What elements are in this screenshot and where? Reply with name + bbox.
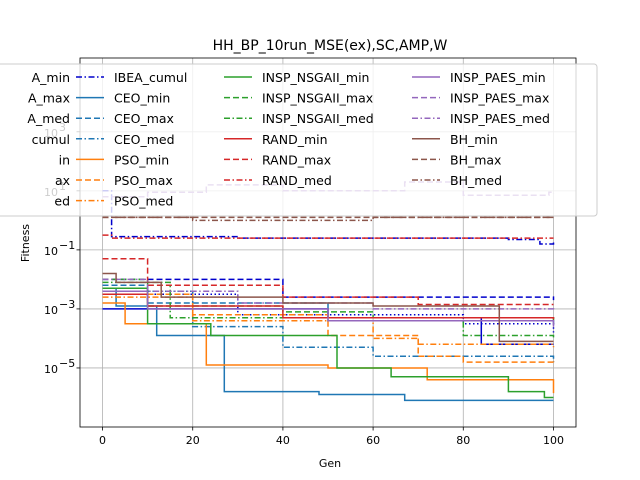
x-axis-label: Gen (319, 457, 341, 470)
legend-label: PSO_max (114, 173, 173, 188)
legend-label: INSP_PAES_med (450, 111, 550, 126)
legend-label: cumul (32, 132, 70, 147)
x-tick-label: 80 (456, 434, 470, 447)
legend-label: IBEA_cumul (114, 70, 187, 85)
legend-label: BH_med (450, 173, 502, 188)
legend-label: RAND_min (262, 132, 328, 147)
y-tick-exponent: −5 (59, 357, 75, 370)
legend-label: INSP_NSGAII_min (262, 70, 369, 85)
legend-label: CEO_max (114, 111, 174, 126)
axes-frame (79, 57, 577, 428)
legend-label: INSP_NSGAII_max (262, 91, 373, 106)
x-tick-label: 100 (543, 434, 564, 447)
series-line-insp-nsgaii-min (102, 287, 554, 399)
legend-label: A_med (27, 111, 70, 126)
series-line-ibea-cumul (102, 190, 555, 245)
chart-title: HH_BP_10run_MSE(ex),SC,AMP,W (213, 38, 448, 54)
y-tick-exponent: −3 (59, 298, 75, 311)
legend-label: RAND_max (262, 152, 331, 167)
legend-label: PSO_med (114, 194, 173, 209)
x-tick-label: 0 (99, 434, 106, 447)
x-tick-label: 20 (186, 434, 200, 447)
series-line-rand-max (102, 257, 554, 306)
legend-label: A_max (28, 91, 70, 106)
legend-label: INSP_PAES_min (450, 70, 546, 85)
series-line-pso-med (102, 296, 555, 348)
series-line-rand-med (102, 234, 554, 239)
legend-label: BH_min (450, 132, 498, 147)
y-tick-label: 10 (44, 245, 58, 258)
series-line-bh-min (102, 272, 554, 343)
y-tick-label: 10 (44, 363, 58, 376)
y-tick-label: 10 (44, 304, 58, 317)
legend-label: ax (55, 173, 70, 188)
legend-label: ed (54, 194, 70, 209)
y-tick-exponent: −1 (59, 239, 75, 252)
legend-label: A_min (32, 70, 70, 85)
x-tick-label: 40 (276, 434, 290, 447)
legend-label: in (59, 152, 70, 167)
legend-label: INSP_PAES_max (450, 91, 549, 106)
legend-label: BH_max (450, 152, 501, 167)
legend-label: CEO_min (114, 91, 170, 106)
series-line-insp-paes-min (102, 290, 555, 327)
legend-box (0, 63, 598, 217)
x-tick-label: 60 (366, 434, 380, 447)
series-line-bh-med (102, 216, 554, 222)
legend-label: RAND_med (262, 173, 332, 188)
legend-label: INSP_NSGAII_med (262, 111, 374, 126)
series-line-pso-min (102, 302, 555, 394)
y-axis-label: Fitness (19, 224, 32, 262)
legend-label: PSO_min (114, 152, 169, 167)
series-line-insp-paes-med (102, 278, 555, 312)
legend-label: CEO_med (114, 132, 175, 147)
